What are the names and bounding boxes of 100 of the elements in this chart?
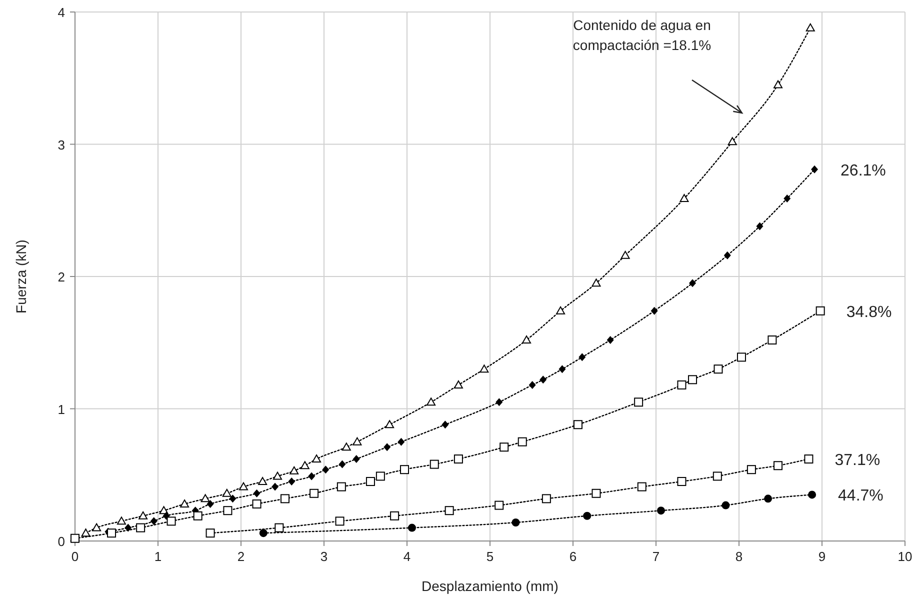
point [811,165,818,174]
x-tick-label: 6 [569,549,577,564]
point [583,512,592,520]
y-tick-label: 2 [58,270,65,284]
point [426,398,436,406]
point [376,472,385,481]
point [528,380,536,389]
point [150,517,158,526]
point [259,529,268,538]
point [222,488,232,497]
point [308,472,316,480]
point [107,528,116,538]
point [342,442,351,451]
series-label: 26.1% [840,162,886,180]
x-tick-label: 4 [403,549,411,564]
annotation: Contenido de agua en compactación =18.1% [572,17,712,53]
point [229,494,236,503]
point [494,500,504,510]
point [390,511,400,520]
point [542,494,551,504]
point [768,335,777,344]
point [408,524,416,532]
point [252,499,262,508]
y-axis-title: Fuerza (kN) [13,240,29,314]
point [300,461,310,470]
point [714,364,723,374]
point [81,528,90,537]
point [556,306,566,314]
point [722,501,730,510]
point [272,482,279,491]
x-tick-label: 10 [898,549,912,564]
point [808,490,816,499]
series-label: 34.8% [846,304,892,321]
point [592,488,601,498]
point [310,488,319,498]
point [774,80,783,88]
point [338,460,346,468]
point [223,506,232,516]
point [512,518,520,526]
point [206,500,214,508]
point [784,194,791,202]
point [689,279,696,288]
point [398,438,405,446]
point [92,523,102,532]
point [677,476,686,486]
y-tick-label: 1 [58,402,65,417]
point [656,506,665,515]
point [454,380,463,388]
point [634,398,644,407]
point [637,482,646,492]
point [193,511,202,520]
point [764,494,772,503]
series-label: 37.1% [834,452,880,470]
point [290,466,299,474]
y-tick-label: 4 [58,5,65,20]
point [336,482,346,492]
point [746,465,756,474]
point [573,420,582,430]
point [480,364,489,373]
point [688,375,698,384]
point [312,454,322,463]
point [352,455,360,464]
point [522,335,532,344]
point [454,454,463,464]
x-tick-label: 1 [154,549,162,564]
point [253,489,260,498]
series-label: 44.7% [838,488,884,505]
point [384,443,391,452]
point [136,523,146,532]
x-axis-title: Desplazamiento (mm) [422,578,558,594]
x-tick-label: 9 [818,549,826,564]
point [736,352,746,362]
point [496,398,503,406]
point [712,472,722,481]
point [728,137,737,146]
point [724,251,731,260]
point [442,420,449,429]
point [400,465,410,474]
point [258,476,268,485]
point [804,454,814,464]
point [806,23,815,32]
x-tick-label: 8 [735,549,743,564]
point [677,380,686,390]
point [335,516,344,526]
point [620,250,630,259]
x-tick-label: 2 [237,549,245,564]
point [444,506,454,516]
point [116,516,126,525]
point [166,516,176,526]
point [680,194,689,202]
point [273,472,282,480]
point [385,420,394,428]
point [430,460,439,469]
x-tick-label: 0 [71,549,79,564]
point [206,528,215,538]
point [274,523,284,532]
point [352,437,362,446]
point [288,477,296,486]
point [578,353,586,362]
point [592,278,601,287]
